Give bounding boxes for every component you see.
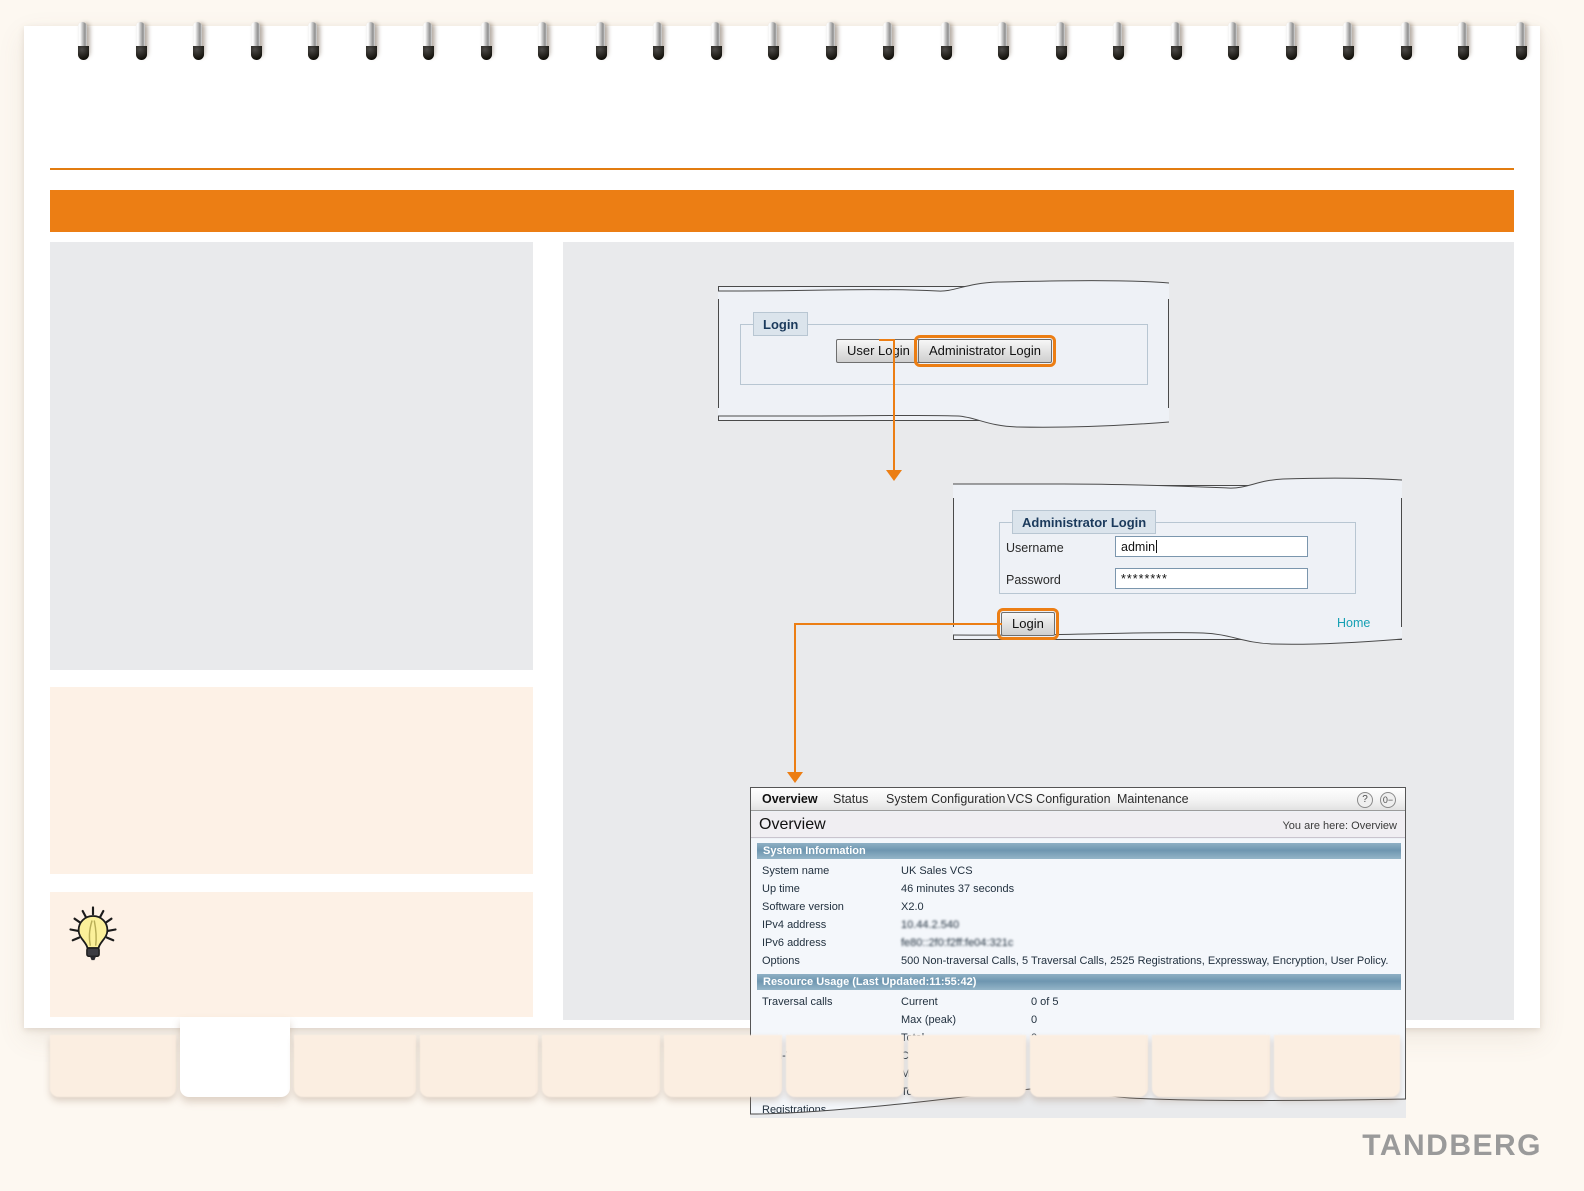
password-label: Password — [1006, 573, 1061, 587]
login-submit-button[interactable]: Login — [997, 608, 1059, 640]
left-body-panel — [50, 242, 533, 670]
torn-edge-top-icon — [718, 280, 1169, 299]
password-input[interactable]: ******** — [1115, 568, 1308, 589]
logout-icon[interactable]: 0− — [1380, 792, 1396, 808]
index-tab[interactable] — [50, 1035, 176, 1097]
administrator-login-button[interactable]: Administrator Login — [914, 335, 1056, 367]
arrow-2-segment-h — [794, 623, 1002, 625]
index-tab[interactable] — [1152, 1035, 1270, 1097]
row-label: Software version — [762, 901, 844, 913]
tab-vcs-configuration[interactable]: VCS Configuration — [1007, 792, 1111, 806]
row-value: fe80::2f0:f2ff:fe04:321c — [901, 937, 1014, 949]
username-value: admin — [1121, 540, 1156, 554]
header-rule — [50, 168, 1514, 170]
index-tab[interactable] — [786, 1035, 904, 1097]
username-label: Username — [1006, 541, 1064, 555]
administrator-login-screenshot: Administrator Login Username admin Passw… — [953, 477, 1402, 645]
row-label: IPv4 address — [762, 919, 827, 931]
row-label: IPv6 address — [762, 937, 827, 949]
metric-label: Max (peak) — [901, 1014, 957, 1026]
index-tab[interactable] — [1030, 1035, 1148, 1097]
tab-status[interactable]: Status — [833, 792, 869, 806]
arrow-2-segment-v — [794, 623, 796, 775]
overview-titlebar: Overview You are here: Overview — [751, 812, 1405, 838]
resource-usage-heading: Resource Usage (Last Updated:11:55:42) — [757, 974, 1401, 990]
help-icon[interactable]: ? — [1357, 792, 1373, 808]
row-value: 46 minutes 37 seconds — [901, 883, 1015, 895]
illustration-canvas: Login User Login Administrator Login — [563, 242, 1514, 1118]
metric-label: Current — [901, 996, 938, 1008]
brand-logo: TANDBERG — [1362, 1129, 1542, 1162]
row-label: Up time — [762, 883, 800, 895]
overview-tabbar: Overview Status System Configuration VCS… — [751, 788, 1405, 811]
notebook-page: Login User Login Administrator Login — [24, 26, 1540, 1118]
home-link[interactable]: Home — [1337, 616, 1371, 630]
header-band — [50, 190, 1514, 232]
group-label: Traversal calls — [762, 996, 833, 1008]
tab-overview[interactable]: Overview — [762, 792, 818, 806]
metric-value: 0 of 5 — [1031, 996, 1059, 1008]
index-tab[interactable] — [1274, 1035, 1400, 1097]
left-note-panel — [50, 687, 533, 874]
row-value: 500 Non-traversal Calls, 5 Traversal Cal… — [901, 955, 1389, 967]
arrow-1-head-icon — [886, 470, 902, 481]
administrator-login-legend: Administrator Login — [1012, 510, 1157, 534]
user-login-button[interactable]: User Login — [836, 339, 921, 363]
row-value: 10.44.2.540 — [901, 919, 960, 931]
index-tabs — [0, 1017, 1584, 1103]
index-tab[interactable] — [420, 1035, 538, 1097]
row-label: System name — [762, 865, 830, 877]
index-tab[interactable] — [294, 1035, 416, 1097]
metric-value: 0 — [1031, 1014, 1038, 1026]
text-caret-icon — [1156, 540, 1158, 553]
overview-page-title: Overview — [759, 816, 826, 833]
login-screenshot: Login User Login Administrator Login — [718, 280, 1169, 428]
login-legend: Login — [753, 312, 809, 336]
arrow-1-segment-h — [879, 339, 895, 341]
torn-edge-bottom-icon — [718, 408, 1169, 428]
index-tab[interactable] — [542, 1035, 660, 1097]
left-tip-panel — [50, 892, 533, 1017]
lightbulb-icon — [69, 906, 117, 961]
tab-maintenance[interactable]: Maintenance — [1117, 792, 1189, 806]
arrow-2-head-icon — [787, 772, 803, 783]
index-tab[interactable] — [664, 1035, 782, 1097]
login-fieldset: Login — [740, 312, 1148, 385]
username-input[interactable]: admin — [1115, 536, 1308, 557]
row-value: X2.0 — [901, 901, 924, 913]
row-label: Options — [762, 955, 800, 967]
tab-system-configuration[interactable]: System Configuration — [886, 792, 1006, 806]
page-content: Login User Login Administrator Login — [50, 138, 1514, 1118]
row-value: UK Sales VCS — [901, 865, 973, 877]
torn-edge-top-icon — [953, 477, 1402, 498]
index-tab[interactable] — [908, 1035, 1026, 1097]
system-information-heading: System Information — [757, 843, 1401, 859]
arrow-1-segment-v — [893, 339, 895, 473]
index-tab-active[interactable] — [180, 1017, 290, 1097]
left-column — [50, 242, 533, 1017]
administrator-login-fieldset: Administrator Login — [999, 510, 1356, 594]
breadcrumb: You are here: Overview — [1282, 820, 1397, 832]
